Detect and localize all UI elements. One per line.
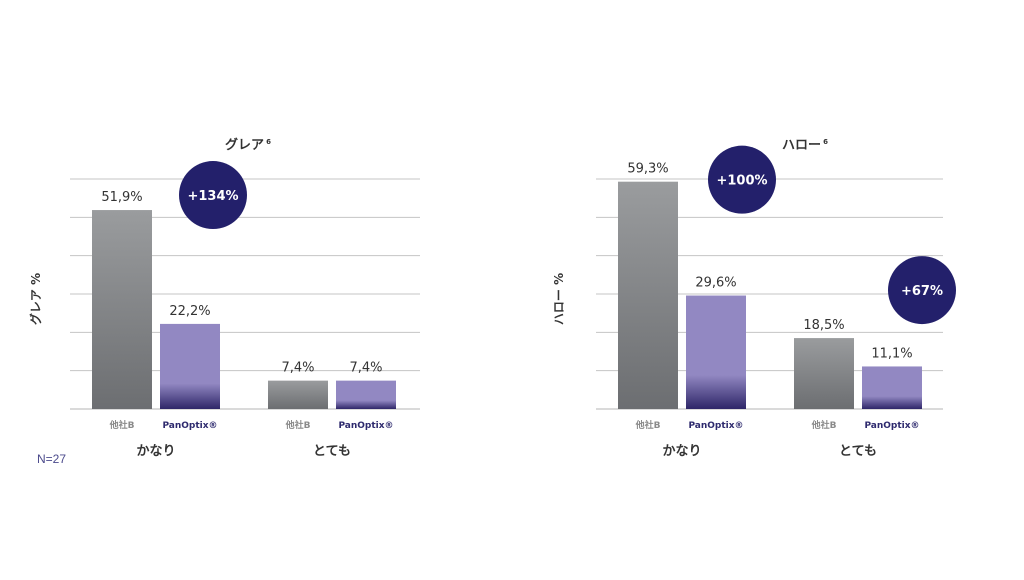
- data-label: 7,4%: [281, 361, 314, 376]
- data-label: 29,6%: [695, 276, 736, 291]
- data-label: 59,3%: [627, 162, 668, 177]
- series-label-panoptix: PanOptix®: [864, 421, 919, 431]
- bar-panoptix: [862, 366, 922, 409]
- series-label-competitor: 他社B: [285, 419, 311, 431]
- increase-badge: [888, 256, 956, 325]
- bar-panoptix: [160, 323, 220, 409]
- increase-badge-label: +100%: [716, 174, 767, 189]
- data-label: 11,1%: [871, 346, 912, 361]
- data-label: 22,2%: [169, 304, 210, 319]
- data-label: 7,4%: [349, 361, 382, 376]
- chart-title: グレア 6: [225, 137, 271, 153]
- bar-competitor: [794, 338, 854, 409]
- sample-size-note: N=27: [37, 452, 67, 466]
- series-label-panoptix: PanOptix®: [338, 421, 393, 431]
- chart-title: ハロー 6: [782, 138, 828, 153]
- bar-competitor: [268, 380, 328, 409]
- series-label-panoptix: PanOptix®: [688, 421, 743, 431]
- category-label: かなり: [136, 444, 175, 459]
- increase-badge-label: +67%: [901, 284, 943, 299]
- category-label: かなり: [662, 444, 701, 459]
- y-axis-label: グレア %: [28, 273, 43, 325]
- bar-panoptix: [686, 295, 746, 409]
- series-label-panoptix: PanOptix®: [162, 421, 217, 431]
- series-label-competitor: 他社B: [811, 419, 837, 431]
- bar-competitor: [92, 210, 152, 409]
- series-label-competitor: 他社B: [635, 419, 661, 431]
- bar-panoptix: [336, 380, 396, 409]
- data-label: 51,9%: [101, 190, 142, 205]
- increase-badge-label: +134%: [187, 189, 238, 204]
- bar-competitor: [618, 181, 678, 409]
- category-label: とても: [313, 444, 351, 459]
- series-label-competitor: 他社B: [109, 419, 135, 431]
- y-axis-label: ハロー %: [552, 273, 566, 325]
- increase-badge: [708, 145, 776, 214]
- data-label: 18,5%: [803, 318, 844, 333]
- category-label: とても: [839, 444, 877, 459]
- increase-badge: [179, 161, 247, 230]
